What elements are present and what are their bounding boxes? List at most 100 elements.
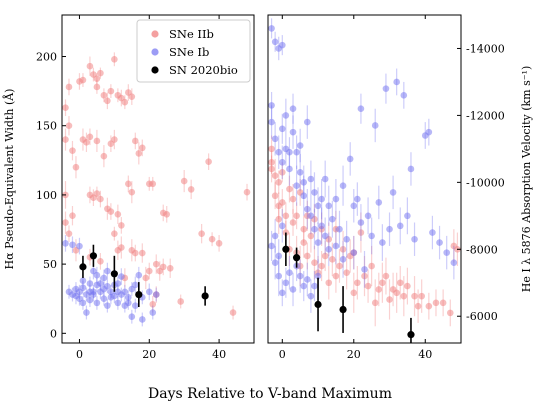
data-point	[375, 199, 383, 206]
data-point	[149, 300, 157, 308]
data-point	[268, 165, 275, 173]
legend-marker-sne-ib	[151, 48, 159, 56]
y-tick-label: -14000	[466, 42, 505, 55]
data-point	[97, 258, 104, 265]
data-point	[86, 296, 94, 304]
data-point	[135, 150, 143, 157]
series-sne-iib	[62, 52, 251, 320]
data-point	[89, 252, 98, 260]
data-point	[329, 256, 336, 263]
data-point	[145, 288, 153, 296]
data-point	[304, 118, 311, 126]
data-point	[286, 185, 293, 193]
data-point	[292, 254, 301, 262]
data-point	[307, 212, 315, 220]
data-point	[293, 182, 300, 189]
data-point	[128, 313, 136, 321]
data-point	[379, 239, 386, 246]
series-sn-2020bio	[79, 244, 209, 308]
data-point	[286, 165, 293, 173]
data-point	[268, 242, 275, 250]
data-point	[364, 282, 372, 290]
x-tick-label: 40	[212, 348, 226, 361]
data-point	[364, 212, 372, 220]
data-point	[300, 179, 308, 186]
data-point	[177, 298, 184, 305]
data-point	[100, 91, 108, 99]
data-point	[393, 289, 400, 297]
data-point	[100, 274, 108, 282]
data-point	[159, 263, 167, 271]
data-point	[107, 87, 115, 95]
y-tick-label: 0	[50, 327, 57, 340]
data-point	[396, 222, 404, 230]
data-point	[300, 239, 308, 246]
data-point	[208, 235, 216, 243]
data-point	[271, 192, 279, 200]
data-point	[97, 280, 104, 287]
y-tick-label: 150	[36, 120, 57, 133]
data-point	[69, 241, 76, 249]
data-point	[152, 260, 160, 268]
data-point	[149, 180, 157, 188]
data-point	[296, 272, 304, 280]
legend-label-sne-iib: SNe IIb	[169, 27, 214, 41]
data-point	[278, 199, 286, 206]
data-point	[205, 158, 212, 166]
data-point	[436, 239, 443, 246]
plot-area-2	[268, 18, 461, 343]
data-point	[332, 242, 340, 250]
data-point	[128, 188, 136, 196]
data-point	[382, 272, 390, 280]
data-point	[93, 299, 101, 307]
data-point	[86, 133, 94, 141]
data-point	[275, 215, 283, 223]
data-point	[111, 55, 118, 63]
legend-label-sne-ib: SNe Ib	[169, 45, 209, 59]
data-point	[90, 291, 97, 298]
data-point	[180, 177, 188, 185]
plot-frame	[61, 14, 255, 344]
data-point	[314, 239, 322, 246]
data-point	[86, 280, 94, 287]
data-point	[307, 292, 315, 300]
legend-marker-sne-iib	[151, 30, 159, 38]
data-point	[142, 274, 150, 282]
data-point	[138, 144, 146, 152]
data-point	[111, 230, 118, 237]
left-panel-hal-pew: 0 20 40 0 50 100 150 200 Hα Pseudo-Equivalent Wi…	[2, 14, 255, 361]
data-point	[418, 292, 425, 300]
data-point	[121, 288, 129, 296]
data-point	[104, 267, 111, 275]
data-point	[357, 219, 365, 226]
data-point	[289, 286, 297, 293]
data-point	[271, 232, 279, 240]
y-axis-title: Hα Pseudo-Equivalent Width (Å)	[2, 89, 16, 270]
data-point	[425, 302, 433, 310]
data-point	[357, 105, 365, 113]
data-point	[100, 295, 108, 303]
data-point	[321, 175, 329, 183]
data-point	[79, 263, 87, 271]
data-point	[286, 148, 293, 156]
data-point	[271, 135, 279, 143]
data-point	[300, 225, 308, 233]
data-point	[389, 189, 397, 196]
data-point	[110, 270, 118, 278]
data-point	[293, 148, 300, 156]
data-point	[118, 222, 125, 229]
data-point	[278, 158, 286, 166]
data-point	[343, 269, 350, 277]
data-point	[411, 235, 418, 243]
data-point	[311, 189, 318, 196]
data-point	[393, 78, 400, 86]
data-point	[198, 230, 205, 237]
data-point	[271, 38, 279, 46]
data-point	[371, 299, 379, 307]
data-point	[132, 137, 139, 145]
data-point	[65, 122, 73, 130]
legend: SNe IIb SNe Ib SN 2020bio	[136, 19, 251, 83]
data-point	[289, 128, 297, 136]
data-point	[339, 256, 347, 263]
data-point	[411, 292, 418, 300]
